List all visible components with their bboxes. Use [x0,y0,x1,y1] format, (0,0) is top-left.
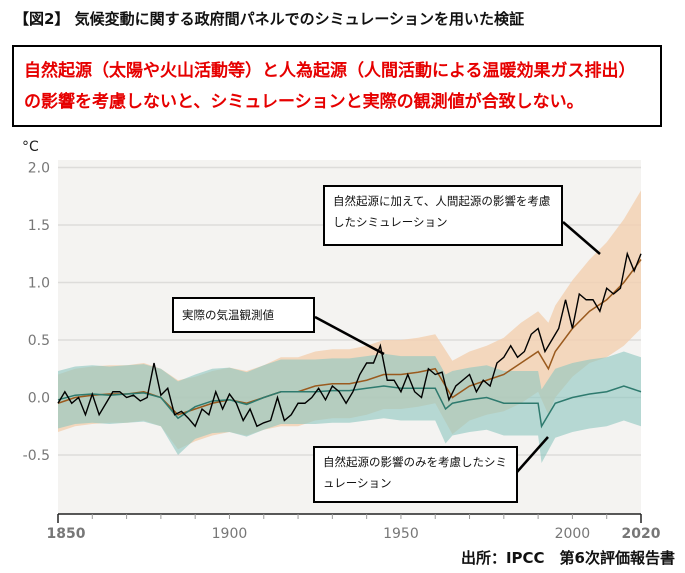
leader-line-human [562,221,601,255]
annotation-natural-sim: 自然起源の影響のみを考慮したシミュレーション [313,446,518,503]
y-tick-label: -0.5 [23,448,50,464]
y-tick-label: 1.5 [28,218,50,234]
observed-line [57,251,642,428]
natural_only_sim-line [57,385,642,429]
annotation-human-sim: 自然起源に加えて、人間起源の影響を考慮したシミュレーション [323,185,563,246]
x-tick-label: 2000 [555,526,591,542]
leader-line-observed [314,315,385,356]
source-credit: 出所：IPCC 第6次評価報告書 [460,549,675,567]
y-tick-label: 1.0 [28,276,50,292]
x-tick-label: 1900 [212,526,248,542]
x-tick-label: 1850 [47,526,86,542]
x-tick-label: 1950 [383,526,419,542]
y-tick-label: 2.0 [28,161,50,177]
annotation-observed: 実際の気温観測値 [172,297,315,333]
natural_only_sim-range-band [58,351,641,464]
y-tick-label: 0.5 [28,333,50,349]
headline-box: 自然起源（太陽や火山活動等）と人為起源（人間活動による温暖効果ガス排出）の影響を… [12,45,662,127]
y-axis-unit: °C [22,139,39,155]
y-tick-label: 0.0 [28,391,50,407]
figure-title: 【図2】 気候変動に関する政府間パネルでのシミュレーションを用いた検証 [14,10,525,28]
leader-line-natural [516,436,549,473]
x-tick-label: 2020 [622,526,661,542]
